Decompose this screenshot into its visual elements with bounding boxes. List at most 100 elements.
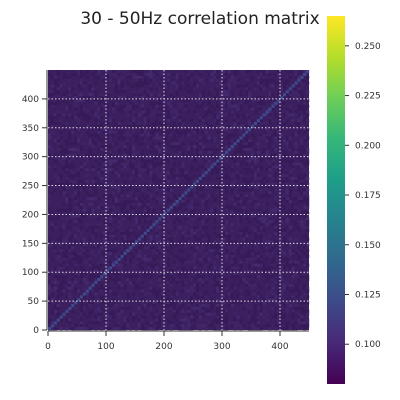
heatmap-cell [94, 162, 98, 166]
heatmap-cell [262, 220, 266, 224]
heatmap-cell [91, 309, 95, 313]
heatmap-cell [294, 93, 298, 97]
heatmap-cell [100, 107, 104, 111]
heatmap-cell [146, 200, 150, 204]
heatmap-cell [175, 148, 179, 152]
heatmap-cell [100, 246, 104, 250]
heatmap-cell [300, 315, 304, 319]
heatmap-cell [135, 188, 139, 192]
heatmap-cell [201, 220, 205, 224]
heatmap-cell [230, 269, 234, 273]
heatmap-cell [94, 289, 98, 293]
heatmap-cell [285, 306, 289, 310]
heatmap-cell [56, 148, 60, 152]
heatmap-cell [300, 309, 304, 313]
heatmap-cell [114, 220, 118, 224]
heatmap-cell [161, 168, 165, 172]
heatmap-cell [155, 168, 159, 172]
heatmap-cell [175, 202, 179, 206]
heatmap-cell [288, 263, 292, 267]
heatmap-cell [166, 280, 170, 284]
heatmap-cell [65, 295, 69, 299]
heatmap-cell [111, 107, 115, 111]
heatmap-cell [50, 226, 54, 230]
heatmap-cell [195, 113, 199, 117]
heatmap-cell [140, 159, 144, 163]
heatmap-cell [172, 176, 176, 180]
heatmap-cell [216, 298, 220, 302]
heatmap-cell [56, 110, 60, 114]
heatmap-cell [108, 272, 112, 276]
heatmap-cell [155, 176, 159, 180]
heatmap-cell [297, 148, 301, 152]
heatmap-cell [74, 214, 78, 218]
heatmap-cell [300, 200, 304, 204]
heatmap-cell [48, 321, 52, 325]
heatmap-cell [181, 81, 185, 85]
heatmap-cell [239, 101, 243, 105]
heatmap-cell [262, 107, 266, 111]
heatmap-cell [288, 96, 292, 100]
heatmap-cell [303, 306, 307, 310]
heatmap-cell [222, 283, 226, 287]
heatmap-cell [123, 237, 127, 241]
heatmap-diagonal-cell [123, 252, 127, 256]
heatmap-cell [285, 309, 289, 313]
heatmap-cell [219, 327, 223, 331]
heatmap-cell [265, 202, 269, 206]
heatmap-cell [62, 223, 66, 227]
heatmap-cell [123, 240, 127, 244]
heatmap-cell [187, 295, 191, 299]
heatmap-cell [50, 191, 54, 195]
heatmap-cell [193, 208, 197, 212]
heatmap-cell [71, 309, 75, 313]
heatmap-cell [123, 214, 127, 218]
heatmap-cell [149, 246, 153, 250]
heatmap-cell [74, 104, 78, 108]
heatmap-cell [82, 249, 86, 253]
heatmap-cell [161, 81, 165, 85]
heatmap-cell [152, 72, 156, 76]
heatmap-cell [88, 202, 92, 206]
heatmap-cell [97, 318, 101, 322]
heatmap-cell [230, 286, 234, 290]
heatmap-cell [114, 275, 118, 279]
heatmap-cell [268, 208, 272, 212]
heatmap-cell [216, 318, 220, 322]
heatmap-cell [268, 110, 272, 114]
heatmap-cell [169, 194, 173, 198]
heatmap-cell [271, 188, 275, 192]
heatmap-cell [123, 269, 127, 273]
heatmap-cell [245, 133, 249, 137]
heatmap-cell [50, 269, 54, 273]
heatmap-cell [135, 234, 139, 238]
heatmap-cell [178, 148, 182, 152]
heatmap-cell [88, 301, 92, 305]
heatmap-cell [166, 295, 170, 299]
heatmap-cell [245, 254, 249, 258]
heatmap-cell [149, 159, 153, 163]
heatmap-cell [126, 278, 130, 282]
heatmap-cell [152, 176, 156, 180]
heatmap-cell [303, 139, 307, 143]
heatmap-diagonal-cell [91, 283, 95, 287]
heatmap-cell [88, 208, 92, 212]
heatmap-cell [123, 156, 127, 160]
heatmap-cell [184, 127, 188, 131]
heatmap-cell [187, 133, 191, 137]
heatmap-cell [111, 327, 115, 331]
heatmap-cell [129, 211, 133, 215]
heatmap-cell [59, 286, 63, 290]
heatmap-cell [88, 327, 92, 331]
heatmap-cell [245, 124, 249, 128]
heatmap-cell [204, 226, 208, 230]
heatmap-cell [152, 269, 156, 273]
heatmap-cell [195, 309, 199, 313]
heatmap-cell [262, 266, 266, 270]
heatmap-cell [94, 327, 98, 331]
heatmap-cell [172, 153, 176, 157]
heatmap-cell [210, 324, 214, 328]
heatmap-cell [132, 275, 136, 279]
heatmap-cell [210, 104, 214, 108]
heatmap-cell [100, 202, 104, 206]
